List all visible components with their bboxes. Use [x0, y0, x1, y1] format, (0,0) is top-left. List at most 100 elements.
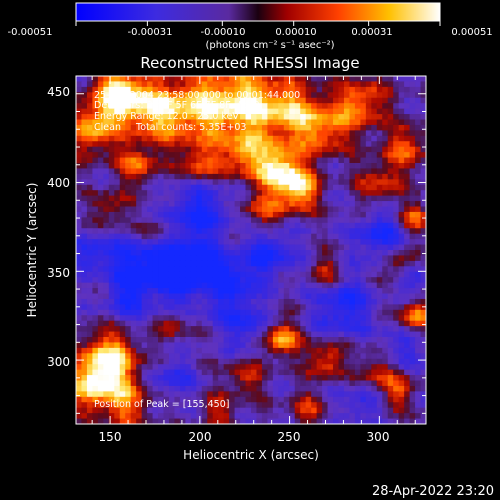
heatmap-pixel [376, 309, 383, 316]
heatmap-pixel [272, 97, 279, 104]
heatmap-pixel [338, 195, 345, 202]
heatmap-pixel [108, 255, 115, 262]
heatmap-pixel [305, 217, 312, 224]
heatmap-pixel [294, 250, 301, 256]
heatmap-pixel [267, 353, 274, 360]
heatmap-pixel [218, 298, 225, 305]
heatmap-pixel [382, 228, 389, 235]
heatmap-pixel [130, 135, 137, 142]
heatmap-pixel [338, 206, 345, 213]
heatmap-pixel [300, 244, 307, 251]
heatmap-pixel [382, 364, 389, 371]
heatmap-pixel [278, 173, 285, 180]
heatmap-pixel [119, 152, 126, 158]
heatmap-pixel [229, 407, 235, 414]
heatmap-pixel [305, 293, 312, 300]
heatmap-pixel [196, 222, 203, 229]
heatmap-pixel [86, 331, 93, 338]
heatmap-pixel [322, 206, 328, 213]
heatmap-pixel [97, 141, 104, 148]
heatmap-pixel [168, 407, 175, 414]
heatmap-pixel [130, 375, 137, 381]
heatmap-pixel [311, 288, 318, 294]
heatmap-pixel [174, 152, 181, 158]
heatmap-pixel [289, 358, 296, 365]
heatmap-pixel [420, 353, 426, 360]
heatmap-pixel [245, 337, 252, 343]
heatmap-pixel [349, 413, 356, 419]
heatmap-pixel [376, 391, 383, 398]
heatmap-pixel [223, 108, 230, 115]
heatmap-pixel [387, 157, 394, 164]
heatmap-pixel [240, 260, 246, 267]
heatmap-pixel [86, 380, 93, 387]
heatmap-pixel [218, 288, 225, 294]
heatmap-pixel [349, 228, 356, 235]
heatmap-pixel [168, 228, 175, 235]
heatmap-pixel [212, 391, 219, 398]
heatmap-pixel [174, 163, 181, 169]
heatmap-pixel [234, 320, 241, 327]
heatmap-pixel [114, 184, 121, 191]
heatmap-pixel [201, 92, 208, 99]
heatmap-pixel [415, 86, 421, 93]
heatmap-pixel [420, 282, 426, 289]
heatmap-pixel [168, 103, 175, 110]
heatmap-pixel [294, 222, 301, 229]
heatmap-pixel [371, 298, 378, 305]
heatmap-pixel [223, 201, 230, 207]
heatmap-pixel [420, 233, 426, 240]
heatmap-pixel [343, 391, 350, 398]
heatmap-pixel [267, 364, 274, 371]
heatmap-pixel [218, 304, 225, 311]
heatmap-pixel [136, 130, 143, 137]
heatmap-pixel [125, 228, 132, 235]
heatmap-pixel [409, 228, 416, 235]
heatmap-pixel [136, 260, 143, 267]
heatmap-pixel [272, 92, 279, 99]
heatmap-pixel [130, 260, 137, 267]
heatmap-pixel [311, 353, 318, 360]
heatmap-pixel [141, 298, 148, 305]
heatmap-pixel [305, 239, 312, 245]
heatmap-pixel [152, 413, 159, 419]
heatmap-pixel [103, 347, 110, 354]
heatmap-pixel [97, 250, 104, 256]
heatmap-pixel [261, 211, 268, 218]
heatmap-pixel [240, 76, 246, 82]
heatmap-pixel [229, 347, 235, 354]
heatmap-pixel [343, 337, 350, 343]
heatmap-pixel [393, 337, 400, 343]
heatmap-pixel [305, 260, 312, 267]
heatmap-pixel [234, 179, 241, 186]
heatmap-pixel [207, 81, 214, 88]
heatmap-pixel [322, 250, 328, 256]
heatmap-pixel [398, 391, 405, 398]
heatmap-pixel [245, 418, 252, 424]
heatmap-pixel [354, 309, 361, 316]
heatmap-pixel [103, 157, 110, 164]
heatmap-pixel [125, 168, 132, 175]
heatmap-pixel [136, 418, 143, 424]
heatmap-pixel [185, 282, 192, 289]
heatmap-pixel [376, 293, 383, 300]
heatmap-pixel [343, 331, 350, 338]
heatmap-pixel [141, 288, 148, 294]
heatmap-pixel [86, 293, 93, 300]
heatmap-pixel [398, 152, 405, 158]
heatmap-pixel [229, 152, 235, 158]
heatmap-pixel [283, 157, 290, 164]
heatmap-pixel [163, 239, 170, 245]
heatmap-pixel [398, 124, 405, 131]
heatmap-pixel [376, 146, 383, 153]
heatmap-pixel [97, 86, 104, 93]
heatmap-pixel [404, 244, 410, 251]
heatmap-pixel [251, 364, 257, 371]
heatmap-pixel [125, 250, 132, 256]
heatmap-pixel [152, 108, 159, 115]
heatmap-pixel [76, 141, 82, 148]
heatmap-pixel [168, 141, 175, 148]
heatmap-pixel [327, 347, 334, 354]
heatmap-pixel [398, 179, 405, 186]
heatmap-pixel [300, 326, 307, 332]
